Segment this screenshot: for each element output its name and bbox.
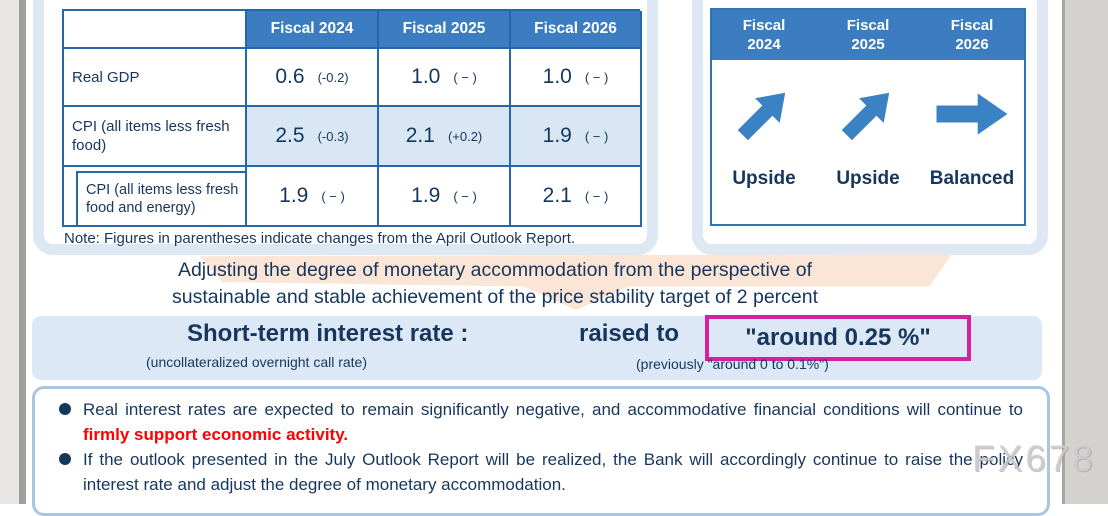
bullet-text-normal: Real interest rates are expected to rema… — [83, 400, 1023, 419]
value-main: 1.9 — [279, 184, 309, 207]
risk-assessment-panel: Fiscal 2024 Fiscal 2025 Fiscal 2026 Upsi… — [710, 8, 1026, 226]
value-change: ( − ) — [584, 188, 609, 204]
bullet-icon — [59, 453, 71, 465]
bullet-text: Real interest rates are expected to rema… — [83, 397, 1023, 447]
rate-action: raised to — [579, 320, 680, 347]
bullet-text-normal: If the outlook presented in the July Out… — [83, 450, 1023, 494]
bullet-item: Real interest rates are expected to rema… — [59, 397, 1025, 447]
risk-panel-header: Fiscal 2024 Fiscal 2025 Fiscal 2026 — [712, 10, 1024, 60]
table-note: Note: Figures in parentheses indicate ch… — [64, 230, 576, 247]
value-change: ( − ) — [321, 188, 345, 204]
interest-rate-band: Short-term interest rate : (uncollateral… — [32, 315, 1042, 380]
value-main: 1.9 — [411, 184, 441, 207]
row-label-cpi-core-wrapper: CPI (all items less fresh food and energ… — [64, 167, 247, 227]
cell-real-gdp-fy2024: 0.6 (-0.2) — [247, 49, 379, 107]
forecast-table: Fiscal 2024 Fiscal 2025 Fiscal 2026 Real… — [62, 9, 642, 227]
value-main: 1.0 — [411, 65, 441, 88]
risk-label-fy2025: Upside — [836, 168, 900, 189]
value-change: ( − ) — [453, 69, 477, 85]
value-main: 1.0 — [542, 65, 572, 88]
page-right-gutter — [1062, 0, 1108, 504]
cell-real-gdp-fy2026: 1.0 ( − ) — [511, 49, 642, 107]
rate-title: Short-term interest rate : — [187, 320, 469, 347]
col-header-fiscal-2026: Fiscal 2026 — [511, 11, 642, 49]
page-edge-bar — [19, 0, 26, 504]
risk-panel-body: Upside Upside Balanced — [712, 60, 1024, 224]
bullet-text-emphasis: firmly support economic activity. — [83, 425, 349, 444]
bullet-text: If the outlook presented in the July Out… — [83, 447, 1023, 497]
table-corner-cell — [64, 11, 247, 49]
row-label-cpi: CPI (all items less fresh food) — [64, 107, 247, 167]
up-right-arrow-icon — [841, 92, 890, 141]
rate-previous: (previously "around 0 to 0.1%") — [636, 356, 829, 372]
row-label-real-gdp: Real GDP — [64, 49, 247, 107]
risk-arrow-fy2026 — [920, 60, 1024, 168]
risk-header-fiscal-2024: Fiscal 2024 — [742, 17, 786, 53]
bullet-icon — [59, 403, 71, 415]
rate-highlight-box: "around 0.25 %" — [705, 315, 971, 361]
cell-real-gdp-fy2025: 1.0 ( − ) — [379, 49, 511, 107]
col-header-fiscal-2024: Fiscal 2024 — [247, 11, 379, 49]
summary-panel: Real interest rates are expected to rema… — [32, 386, 1050, 516]
row-label-cpi-core: CPI (all items less fresh food and energ… — [76, 171, 245, 225]
risk-header-fiscal-2026: Fiscal 2026 — [950, 17, 994, 53]
cell-cpi-core-fy2026: 2.1 ( − ) — [511, 167, 642, 227]
risk-header-fiscal-2025: Fiscal 2025 — [846, 17, 890, 53]
cell-cpi-core-fy2025: 1.9 ( − ) — [379, 167, 511, 227]
value-main: 2.1 — [542, 184, 572, 207]
bullet-item: If the outlook presented in the July Out… — [59, 447, 1025, 497]
right-arrow-icon — [936, 93, 1008, 135]
value-change: ( − ) — [584, 128, 609, 144]
rate-highlight-value: "around 0.25 %" — [745, 324, 931, 351]
value-main: 1.9 — [542, 124, 572, 147]
statement-line: sustainable and stable achievement of th… — [171, 286, 819, 308]
page-left-gutter — [0, 0, 19, 504]
risk-arrow-fy2025 — [816, 60, 920, 168]
value-main: 2.5 — [275, 124, 305, 147]
value-main: 2.1 — [405, 124, 435, 147]
cell-cpi-fy2024: 2.5 (-0.3) — [247, 107, 379, 167]
value-change: (-0.2) — [317, 69, 349, 85]
value-main: 0.6 — [275, 65, 305, 88]
rate-subtitle: (uncollateralized overnight call rate) — [146, 354, 367, 370]
risk-arrow-fy2024 — [712, 60, 816, 168]
up-right-arrow-icon — [737, 92, 786, 141]
cell-cpi-fy2025: 2.1 (+0.2) — [379, 107, 511, 167]
cell-cpi-fy2026: 1.9 ( − ) — [511, 107, 642, 167]
risk-label-fy2026: Balanced — [929, 168, 1015, 189]
policy-statement: Adjusting the degree of monetary accommo… — [95, 257, 895, 311]
watermark: FX678 — [972, 438, 1097, 479]
value-change: (+0.2) — [447, 128, 483, 144]
value-change: (-0.3) — [317, 128, 349, 144]
cell-cpi-core-fy2024: 1.9 ( − ) — [247, 167, 379, 227]
value-change: ( − ) — [453, 188, 477, 204]
value-change: ( − ) — [584, 69, 609, 85]
risk-label-fy2024: Upside — [732, 168, 796, 189]
statement-line: Adjusting the degree of monetary accommo… — [177, 259, 813, 281]
col-header-fiscal-2025: Fiscal 2025 — [379, 11, 511, 49]
